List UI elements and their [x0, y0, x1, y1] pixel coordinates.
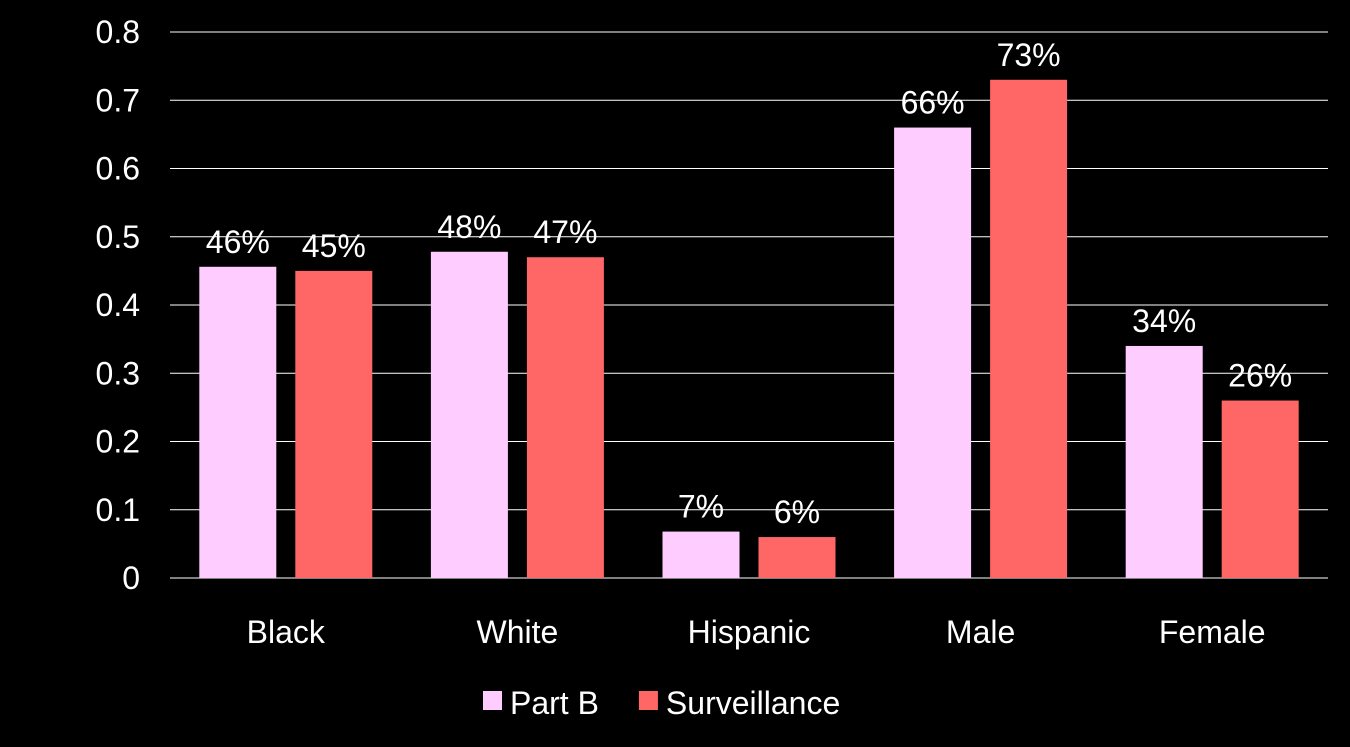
- x-category-label: Hispanic: [688, 614, 811, 650]
- x-category-label: Female: [1159, 614, 1266, 650]
- data-label: 66%: [901, 85, 965, 121]
- legend-swatch: [638, 691, 658, 710]
- bar-female-surveillance: [1221, 400, 1299, 578]
- bar-black-part-b: [199, 266, 277, 578]
- y-tick-label: 0.6: [96, 151, 140, 187]
- y-tick-label: 0: [122, 560, 140, 596]
- data-label: 26%: [1228, 358, 1292, 394]
- y-tick-label: 0.8: [96, 14, 140, 50]
- bar-black-surveillance: [295, 270, 373, 578]
- data-label: 34%: [1132, 303, 1196, 339]
- y-axis-ticks: 0 0.1 0.2 0.3 0.4 0.5 0.6 0.7 0.8: [96, 14, 140, 596]
- bar-white-surveillance: [526, 257, 604, 578]
- x-category-label: Black: [247, 614, 326, 650]
- bar-male-part-b: [894, 127, 972, 579]
- bar-white-part-b: [430, 251, 508, 578]
- data-labels: 46% 45% 48% 47% 7% 6% 66% 73% 34% 26%: [206, 37, 1292, 530]
- y-tick-label: 0.7: [96, 82, 140, 118]
- legend-swatch: [483, 691, 502, 710]
- y-tick-label: 0.3: [96, 355, 140, 391]
- bar-male-surveillance: [990, 79, 1068, 579]
- bar-hispanic-surveillance: [758, 537, 836, 578]
- data-label: 45%: [302, 228, 366, 264]
- bar-hispanic-part-b: [662, 531, 740, 578]
- x-category-label: Male: [946, 614, 1015, 650]
- x-category-label: White: [477, 614, 559, 650]
- data-label: 48%: [437, 209, 501, 245]
- data-label: 47%: [533, 214, 597, 250]
- legend-label: Surveillance: [666, 685, 840, 721]
- y-tick-label: 0.1: [96, 492, 140, 528]
- y-tick-label: 0.5: [96, 219, 140, 255]
- legend-label: Part B: [510, 685, 599, 721]
- bars: [199, 79, 1299, 579]
- y-tick-label: 0.4: [96, 287, 140, 323]
- data-label: 46%: [206, 224, 270, 260]
- data-label: 7%: [678, 489, 724, 525]
- data-label: 73%: [997, 37, 1061, 73]
- y-tick-label: 0.2: [96, 424, 140, 460]
- legend: Part B Surveillance: [483, 685, 840, 721]
- bar-female-part-b: [1125, 345, 1203, 578]
- data-label: 6%: [774, 494, 820, 530]
- x-axis-categories: Black White Hispanic Male Female: [247, 614, 1266, 650]
